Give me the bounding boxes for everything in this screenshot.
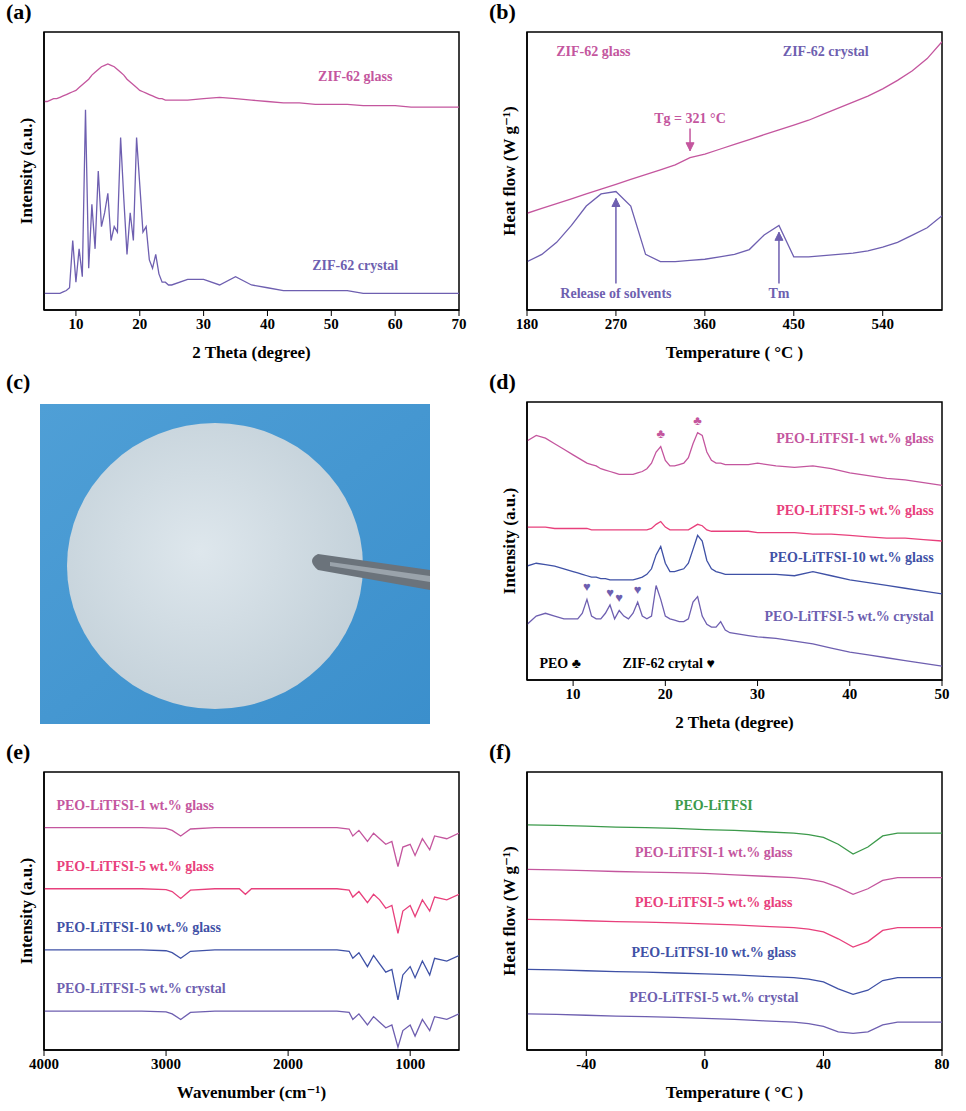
svg-text:PEO-LiTFSI-1 wt.% glass: PEO-LiTFSI-1 wt.% glass bbox=[635, 845, 793, 860]
svg-text:60: 60 bbox=[388, 316, 403, 332]
svg-text:360: 360 bbox=[694, 316, 717, 332]
svg-text:Heat flow (W g⁻¹): Heat flow (W g⁻¹) bbox=[500, 846, 519, 975]
svg-text:540: 540 bbox=[871, 316, 894, 332]
svg-text:30: 30 bbox=[750, 686, 765, 702]
svg-text:♥: ♥ bbox=[615, 590, 623, 605]
svg-text:PEO-LiTFSI-10 wt.% glass: PEO-LiTFSI-10 wt.% glass bbox=[631, 945, 796, 960]
svg-text:40: 40 bbox=[816, 1056, 831, 1072]
svg-text:♥: ♥ bbox=[634, 582, 642, 597]
svg-text:PEO-LiTFSI-1 wt.% glass: PEO-LiTFSI-1 wt.% glass bbox=[776, 431, 934, 446]
svg-text:Tm: Tm bbox=[768, 286, 789, 301]
svg-text:20: 20 bbox=[132, 316, 147, 332]
svg-text:♣: ♣ bbox=[693, 413, 702, 428]
svg-text:PEO-LiTFSI-5 wt.% crystal: PEO-LiTFSI-5 wt.% crystal bbox=[56, 981, 225, 996]
svg-text:30: 30 bbox=[196, 316, 211, 332]
svg-text:ZIF-62 crytal ♥: ZIF-62 crytal ♥ bbox=[622, 656, 714, 671]
svg-text:50: 50 bbox=[935, 686, 950, 702]
svg-text:3000: 3000 bbox=[151, 1056, 181, 1072]
svg-text:2 Theta (degree): 2 Theta (degree) bbox=[192, 343, 310, 362]
svg-text:40: 40 bbox=[260, 316, 275, 332]
svg-text:20: 20 bbox=[658, 686, 673, 702]
svg-text:40: 40 bbox=[842, 686, 857, 702]
svg-text:PEO ♣: PEO ♣ bbox=[539, 656, 580, 671]
svg-text:80: 80 bbox=[935, 1056, 950, 1072]
svg-text:-40: -40 bbox=[576, 1056, 596, 1072]
svg-text:ZIF-62 glass: ZIF-62 glass bbox=[318, 69, 393, 84]
svg-text:Tg = 321 °C: Tg = 321 °C bbox=[654, 111, 726, 126]
svg-text:270: 270 bbox=[605, 316, 628, 332]
svg-text:10: 10 bbox=[68, 316, 83, 332]
html-text:(a): (a) bbox=[6, 0, 32, 24]
html-text:(f): (f) bbox=[489, 739, 511, 764]
svg-text:Intensity (a.u.): Intensity (a.u.) bbox=[17, 858, 36, 964]
svg-text:Temperature ( °C ): Temperature ( °C ) bbox=[666, 343, 804, 362]
html-text:(b): (b) bbox=[489, 0, 516, 24]
svg-text:Wavenumber (cm⁻¹): Wavenumber (cm⁻¹) bbox=[177, 1083, 326, 1102]
html-text:(c): (c) bbox=[6, 369, 31, 394]
svg-text:PEO-LiTFSI-10 wt.% glass: PEO-LiTFSI-10 wt.% glass bbox=[56, 920, 221, 935]
svg-text:10: 10 bbox=[566, 686, 581, 702]
svg-text:4000: 4000 bbox=[29, 1056, 59, 1072]
svg-text:Release of solvents: Release of solvents bbox=[560, 286, 672, 301]
svg-text:PEO-LiTFSI-5 wt.% glass: PEO-LiTFSI-5 wt.% glass bbox=[56, 859, 214, 874]
svg-text:ZIF-62 crystal: ZIF-62 crystal bbox=[312, 258, 398, 273]
svg-text:ZIF-62 glass: ZIF-62 glass bbox=[556, 44, 631, 59]
svg-text:0: 0 bbox=[701, 1056, 709, 1072]
svg-text:50: 50 bbox=[324, 316, 339, 332]
svg-text:450: 450 bbox=[783, 316, 806, 332]
html-text:(d): (d) bbox=[489, 369, 516, 394]
svg-text:PEO-LiTFSI-1 wt.% glass: PEO-LiTFSI-1 wt.% glass bbox=[56, 798, 214, 813]
svg-text:PEO-LiTFSI-5 wt.% glass: PEO-LiTFSI-5 wt.% glass bbox=[776, 503, 934, 518]
svg-text:PEO-LiTFSI-10 wt.% glass: PEO-LiTFSI-10 wt.% glass bbox=[769, 550, 934, 565]
svg-text:Intensity (a.u.): Intensity (a.u.) bbox=[500, 488, 519, 594]
svg-text:Intensity (a.u.): Intensity (a.u.) bbox=[17, 118, 36, 224]
svg-text:70: 70 bbox=[452, 316, 467, 332]
svg-text:PEO-LiTFSI: PEO-LiTFSI bbox=[675, 798, 753, 813]
svg-text:2000: 2000 bbox=[273, 1056, 303, 1072]
svg-text:PEO-LiTFSI-5 wt.% crystal: PEO-LiTFSI-5 wt.% crystal bbox=[765, 609, 934, 624]
svg-text:PEO-LiTFSI-5 wt.% crystal: PEO-LiTFSI-5 wt.% crystal bbox=[629, 990, 798, 1005]
html-text:(e): (e) bbox=[6, 739, 31, 764]
svg-text:Temperature ( °C ): Temperature ( °C ) bbox=[666, 1083, 804, 1102]
svg-text:♣: ♣ bbox=[656, 426, 665, 441]
svg-text:PEO-LiTFSI-5 wt.% glass: PEO-LiTFSI-5 wt.% glass bbox=[635, 895, 793, 910]
svg-text:♥: ♥ bbox=[583, 579, 591, 594]
svg-text:180: 180 bbox=[516, 316, 539, 332]
svg-text:ZIF-62 crystal: ZIF-62 crystal bbox=[783, 44, 869, 59]
svg-text:2 Theta (degree): 2 Theta (degree) bbox=[675, 713, 793, 732]
svg-text:♥: ♥ bbox=[606, 585, 614, 600]
svg-text:Heat flow (W g⁻¹): Heat flow (W g⁻¹) bbox=[500, 106, 519, 235]
svg-text:1000: 1000 bbox=[395, 1056, 425, 1072]
